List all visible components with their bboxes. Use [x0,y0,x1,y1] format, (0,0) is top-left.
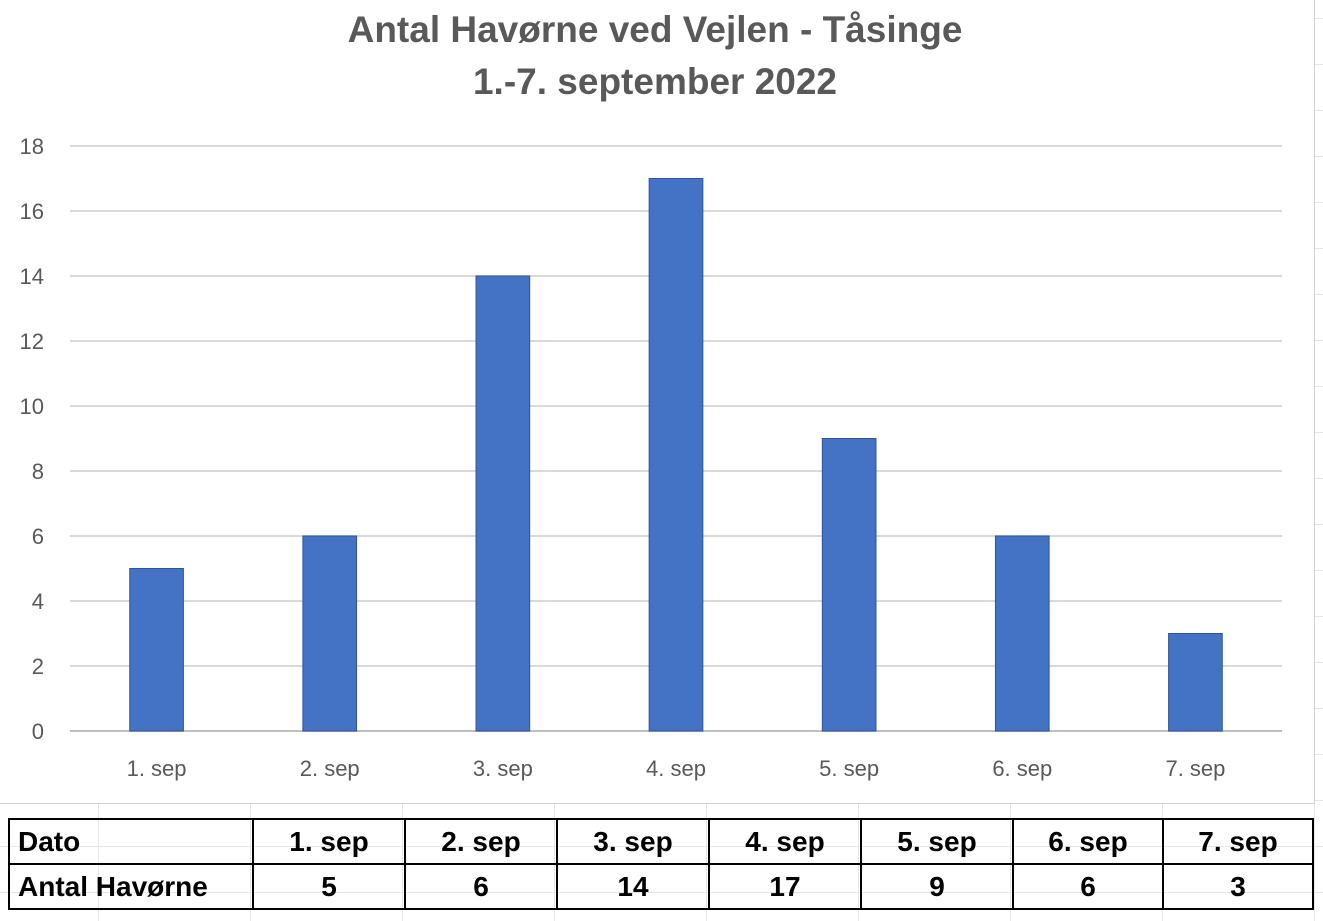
table-cell-count: 3 [1162,863,1314,910]
bar [821,438,877,732]
bar [1168,633,1223,732]
bar [129,568,184,732]
y-tick-label: 4 [32,589,44,614]
table-header-antal: Antal Havørne [8,863,254,910]
bar [302,535,358,732]
y-tick-label: 14 [20,264,44,289]
y-tick-label: 10 [20,394,44,419]
x-tick-label: 7. sep [1165,756,1225,781]
table-row-counts: Antal Havørne 5 6 14 17 9 6 3 [8,863,1314,910]
x-tick-label: 5. sep [819,756,879,781]
table-cell-date: 6. sep [1012,818,1164,865]
chart-subtitle: 1.-7. september 2022 [472,61,838,102]
table-cell-count: 9 [860,863,1014,910]
table-cell-count: 6 [404,863,558,910]
y-tick-label: 12 [20,329,44,354]
x-tick-label: 3. sep [473,756,533,781]
table-cell-count: 6 [1012,863,1164,910]
table-cell-date: 3. sep [556,818,710,865]
bar-chart: 0 2 4 6 8 10 12 14 16 18 1. sep 2. sep 3. sep 4. sep 5… [20,134,1282,781]
chart-title: Antal Havørne ved Vejlen - Tåsinge 1.-7.… [0,4,1310,108]
bar [648,178,704,732]
table-cell-date: 5. sep [860,818,1014,865]
x-tick-label: 1. sep [127,756,187,781]
table-cell-date: 1. sep [252,818,406,865]
data-table: Dato 1. sep 2. sep 3. sep 4. sep 5. sep … [8,818,1314,910]
table-header-dato: Dato [8,818,254,865]
y-tick-label: 8 [32,459,44,484]
chart-title-line1: Antal Havørne ved Vejlen - Tåsinge [347,9,963,50]
x-tick-label: 4. sep [646,756,706,781]
chart-area[interactable]: Antal Havørne ved Vejlen - Tåsinge 1.-7.… [0,0,1315,804]
table-cell-date: 4. sep [708,818,862,865]
table-row-dates: Dato 1. sep 2. sep 3. sep 4. sep 5. sep … [8,818,1314,865]
table-cell-count: 14 [556,863,710,910]
y-tick-label: 6 [32,524,44,549]
bar [994,535,1050,732]
bar [475,275,531,732]
table-cell-count: 5 [252,863,406,910]
table-cell-date: 7. sep [1162,818,1314,865]
y-tick-label: 18 [20,134,44,159]
table-cell-date: 2. sep [404,818,558,865]
x-tick-label: 6. sep [992,756,1052,781]
y-tick-label: 2 [32,654,44,679]
y-tick-label: 0 [32,719,44,744]
y-tick-label: 16 [20,199,44,224]
table-cell-count: 17 [708,863,862,910]
x-tick-label: 2. sep [300,756,360,781]
